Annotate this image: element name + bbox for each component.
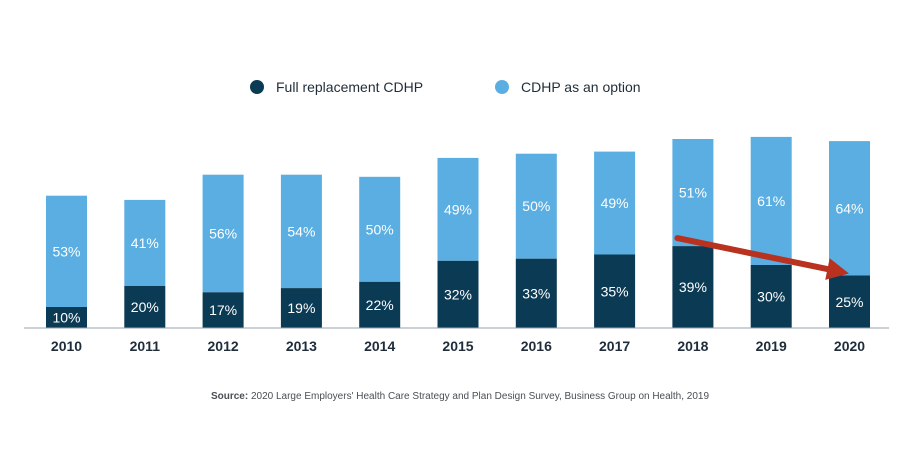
bar-full-replacement-2016 <box>515 258 557 328</box>
data-label-full-replacement-2012: 17% <box>209 302 237 318</box>
x-tick-label-2014: 2014 <box>364 338 395 354</box>
x-tick-label-2015: 2015 <box>442 338 473 354</box>
bar-full-replacement-2018 <box>672 246 714 328</box>
trend-arrow-head <box>825 258 849 280</box>
bar-full-replacement-2011 <box>124 286 166 328</box>
legend-marker-full-replacement <box>250 80 264 94</box>
data-label-full-replacement-2018: 39% <box>679 279 707 295</box>
data-label-full-replacement-2020: 25% <box>835 294 863 310</box>
data-label-full-replacement-2015: 32% <box>444 286 472 302</box>
legend-label-full-replacement: Full replacement CDHP <box>276 79 423 95</box>
data-label-option-2011: 41% <box>131 235 159 251</box>
data-label-option-2016: 50% <box>522 198 550 214</box>
bar-full-replacement-2014 <box>359 281 401 328</box>
bar-full-replacement-2012 <box>202 292 244 328</box>
data-label-full-replacement-2016: 33% <box>522 285 550 301</box>
data-label-option-2012: 56% <box>209 226 237 242</box>
bar-option-2019 <box>750 136 792 265</box>
data-label-full-replacement-2013: 19% <box>287 300 315 316</box>
x-tick-label-2018: 2018 <box>677 338 708 354</box>
trend-arrow-shaft <box>674 235 831 273</box>
trend-arrow <box>674 235 849 280</box>
data-label-option-2015: 49% <box>444 201 472 217</box>
legend-marker-option <box>495 80 509 94</box>
bar-option-2011 <box>124 199 166 286</box>
source-note: Source: 2020 Large Employers' Health Car… <box>0 391 920 402</box>
bar-full-replacement-2013 <box>280 288 322 328</box>
data-label-option-2010: 53% <box>52 243 80 259</box>
x-tick-label-2012: 2012 <box>208 338 239 354</box>
data-label-option-2017: 49% <box>601 195 629 211</box>
data-label-option-2013: 54% <box>287 223 315 239</box>
data-label-option-2014: 50% <box>366 221 394 237</box>
x-tick-labels: 2010 2011 2012 2013 2014 2015 2016 2017 2018 2019… <box>51 338 865 354</box>
bar-option-2016 <box>515 153 557 259</box>
x-tick-label-2013: 2013 <box>286 338 317 354</box>
bar-option-2017 <box>594 151 636 255</box>
legend: Full replacement CDHP CDHP as an option <box>250 79 641 95</box>
x-tick-label-2019: 2019 <box>756 338 787 354</box>
x-tick-label-2010: 2010 <box>51 338 82 354</box>
bar-option-2020 <box>829 141 870 276</box>
data-label-full-replacement-2014: 22% <box>366 297 394 313</box>
data-label-option-2020: 64% <box>835 200 863 216</box>
bar-option-2010 <box>46 195 87 307</box>
x-tick-label-2011: 2011 <box>130 338 161 354</box>
bar-full-replacement-2015 <box>437 260 479 328</box>
data-label-full-replacement-2010: 10% <box>52 310 80 326</box>
bar-full-replacement-2017 <box>594 254 636 328</box>
bar-option-2018 <box>672 139 714 247</box>
data-label-full-replacement-2019: 30% <box>757 289 785 305</box>
data-label-full-replacement-2017: 35% <box>601 283 629 299</box>
source-text: 2020 Large Employers' Health Care Strate… <box>250 391 710 402</box>
x-tick-label-2020: 2020 <box>834 338 865 354</box>
source-label: Source: <box>210 391 249 402</box>
bars-group: 53% 10% 41% 20% 56% 17% 54% 19% 50% 22% 49% 32% 50% 3… <box>46 136 870 328</box>
data-label-full-replacement-2011: 20% <box>131 299 159 315</box>
x-tick-label-2016: 2016 <box>521 338 552 354</box>
bar-full-replacement-2020 <box>829 275 870 328</box>
data-label-option-2019: 61% <box>757 193 785 209</box>
bar-full-replacement-2010 <box>46 307 87 328</box>
bar-option-2012 <box>202 174 244 293</box>
data-label-option-2018: 51% <box>679 185 707 201</box>
x-tick-label-2017: 2017 <box>599 338 630 354</box>
bar-option-2014 <box>359 176 401 282</box>
bar-option-2013 <box>280 174 322 289</box>
bar-option-2015 <box>437 157 479 261</box>
legend-label-option: CDHP as an option <box>521 79 641 95</box>
bar-full-replacement-2019 <box>750 265 792 328</box>
